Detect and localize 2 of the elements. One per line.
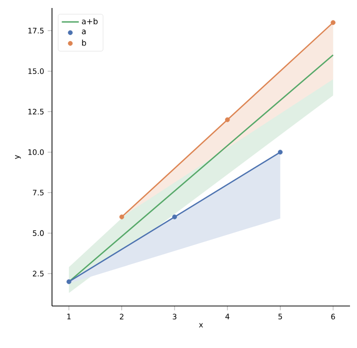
point	[119, 214, 124, 220]
point	[66, 279, 72, 284]
